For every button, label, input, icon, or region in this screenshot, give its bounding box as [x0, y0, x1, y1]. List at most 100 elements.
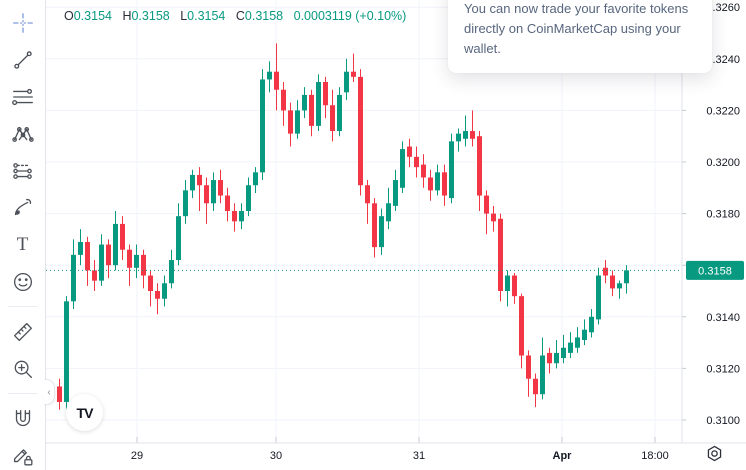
- magnet-icon: [15, 409, 30, 426]
- candle: [155, 283, 160, 315]
- candle: [421, 154, 426, 188]
- trend-line-icon: [13, 50, 32, 69]
- price-axis-label[interactable]: 0.3180: [706, 209, 740, 221]
- price-axis-label[interactable]: 0.3220: [706, 105, 740, 117]
- candle: [582, 319, 587, 346]
- price-axis-label[interactable]: 0.3260: [706, 2, 740, 14]
- candle: [407, 138, 412, 168]
- candle: [232, 203, 237, 232]
- candle: [141, 249, 146, 289]
- candle: [365, 180, 370, 224]
- ruler-icon: [13, 322, 32, 341]
- toolbar-collapse-tab[interactable]: ‹: [44, 379, 55, 405]
- last-price-badge-text: 0.3158: [698, 265, 732, 277]
- candle: [64, 296, 69, 410]
- candlestick-chart[interactable]: 0.32600.32400.32200.32000.31800.31600.31…: [46, 0, 746, 470]
- projection-icon: [12, 162, 32, 179]
- candle: [106, 239, 111, 279]
- emoji-tool-button[interactable]: [0, 263, 45, 300]
- candle: [519, 293, 524, 369]
- candle: [414, 146, 419, 178]
- candle: [99, 234, 104, 286]
- candle: [57, 378, 62, 410]
- candle: [505, 270, 510, 307]
- zoom-in-icon: [14, 360, 32, 378]
- candle: [442, 164, 447, 206]
- candle: [624, 265, 629, 294]
- price-axis-label[interactable]: 0.3240: [706, 54, 740, 66]
- trend-line-tool-button[interactable]: [0, 41, 45, 78]
- candle: [456, 128, 461, 152]
- candle: [533, 373, 538, 408]
- text-icon: T: [16, 234, 29, 255]
- candle: [274, 43, 279, 111]
- candle: [204, 177, 209, 224]
- candle: [225, 187, 230, 222]
- price-axis-label[interactable]: 0.3140: [706, 312, 740, 324]
- measure-tool-button[interactable]: [0, 313, 45, 350]
- candle: [435, 164, 440, 196]
- candle: [190, 169, 195, 199]
- candle: [148, 270, 153, 307]
- ohlc-legend: O0.3154 H0.3158 L0.3154 C0.3158 0.000311…: [64, 9, 406, 23]
- price-axis-label[interactable]: 0.3100: [706, 415, 740, 427]
- time-axis-label[interactable]: 29: [131, 450, 143, 462]
- tradingview-logo[interactable]: TV: [66, 394, 103, 431]
- candle: [393, 169, 398, 212]
- candle: [561, 334, 566, 364]
- candle: [176, 203, 181, 266]
- candle: [596, 267, 601, 325]
- crosshair-tool-button[interactable]: [0, 4, 45, 41]
- open-value: O0.3154: [64, 9, 112, 23]
- candle: [344, 58, 349, 101]
- candle: [134, 244, 139, 279]
- candle: [372, 198, 377, 258]
- zoom-in-tool-button[interactable]: [0, 350, 45, 387]
- text-tool-button[interactable]: T: [0, 226, 45, 263]
- tradingview-logo-mark: TV: [76, 404, 94, 421]
- candle: [477, 131, 482, 212]
- candle: [169, 249, 174, 289]
- candle: [85, 236, 90, 286]
- candle: [498, 213, 503, 302]
- chart-settings-button[interactable]: [706, 445, 723, 462]
- candle: [253, 167, 258, 193]
- pencil-lock-icon: [13, 448, 32, 465]
- candle: [239, 203, 244, 230]
- candle: [288, 102, 293, 147]
- time-axis-label[interactable]: 18:00: [641, 450, 669, 462]
- candle: [281, 82, 286, 126]
- candle: [351, 53, 356, 83]
- brush-icon: [14, 198, 31, 215]
- wallet-trade-tooltip: You can now trade your favorite tokens d…: [448, 0, 712, 74]
- candle: [449, 133, 454, 204]
- fib-retracement-icon: [11, 88, 33, 105]
- toolbar-divider: [8, 306, 37, 307]
- candle: [78, 229, 83, 266]
- candle: [120, 216, 125, 261]
- candle: [330, 89, 335, 142]
- candle: [309, 89, 314, 137]
- projection-tool-button[interactable]: [0, 152, 45, 189]
- fib-retracement-tool-button[interactable]: [0, 78, 45, 115]
- xabcd-pattern-tool-button[interactable]: [0, 115, 45, 152]
- time-axis-label[interactable]: 30: [270, 450, 282, 462]
- last-price-badge: [686, 260, 744, 280]
- time-axis-label[interactable]: Apr: [553, 450, 573, 462]
- time-axis-label[interactable]: 31: [413, 450, 425, 462]
- candle: [358, 69, 363, 196]
- brush-tool-button[interactable]: [0, 189, 45, 226]
- price-axis-label[interactable]: 0.3120: [706, 363, 740, 375]
- candle: [197, 167, 202, 212]
- candle: [127, 244, 132, 286]
- price-axis-label[interactable]: 0.3200: [706, 157, 740, 169]
- candle: [491, 205, 496, 232]
- candle: [379, 208, 384, 255]
- candle: [337, 87, 342, 137]
- tooltip-text: You can now trade your favorite tokens d…: [464, 1, 689, 57]
- candle: [267, 61, 272, 93]
- candle: [316, 74, 321, 132]
- candle: [295, 100, 300, 139]
- magnet-tool-button[interactable]: [0, 400, 45, 437]
- draw-lock-tool-button[interactable]: [0, 437, 45, 470]
